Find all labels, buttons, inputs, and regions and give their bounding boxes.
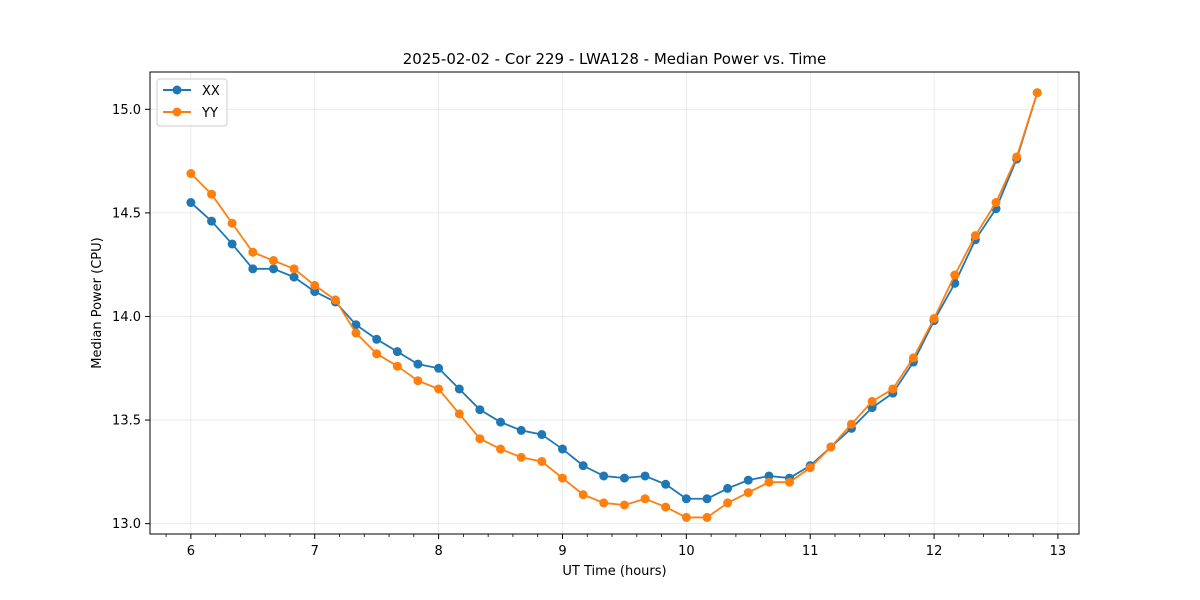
legend-label-yy: YY xyxy=(201,106,218,121)
data-point-yy xyxy=(268,256,278,266)
data-point-yy xyxy=(826,442,836,452)
data-point-xx xyxy=(310,287,320,297)
x-axis-label: UT Time (hours) xyxy=(562,564,666,579)
data-point-yy xyxy=(619,500,629,510)
data-point-yy xyxy=(723,498,733,508)
x-tick-label: 10 xyxy=(678,544,695,559)
legend-marker-yy xyxy=(172,107,182,117)
data-point-yy xyxy=(248,247,258,257)
x-tick-label: 7 xyxy=(311,544,319,559)
data-point-yy xyxy=(475,434,485,444)
x-tick-label: 6 xyxy=(187,544,195,559)
data-point-xx xyxy=(599,471,609,481)
data-point-yy xyxy=(537,456,547,466)
data-point-xx xyxy=(702,494,712,504)
data-point-yy xyxy=(310,280,320,290)
data-point-xx xyxy=(681,494,691,504)
chart-title: 2025-02-02 - Cor 229 - LWA128 - Median P… xyxy=(403,50,827,68)
data-point-yy xyxy=(227,218,237,228)
x-tick-label: 9 xyxy=(558,544,566,559)
data-point-yy xyxy=(867,396,877,406)
data-point-yy xyxy=(351,328,361,338)
y-tick-label: 14.5 xyxy=(112,206,141,221)
data-point-xx xyxy=(372,334,382,344)
data-point-xx xyxy=(516,425,526,435)
data-point-yy xyxy=(413,376,423,386)
x-tick-label: 11 xyxy=(802,544,819,559)
data-point-yy xyxy=(434,384,444,394)
data-point-yy xyxy=(599,498,609,508)
data-point-xx xyxy=(537,430,547,440)
axis-ticks: 6 7 8 9 10 11 12 13 13.0 13.5 14.0 14.5 15.0 xyxy=(112,103,1066,559)
data-point-yy xyxy=(578,490,588,500)
data-point-yy xyxy=(908,353,918,363)
data-point-yy xyxy=(289,264,299,274)
data-point-yy xyxy=(702,512,712,522)
data-point-xx xyxy=(454,384,464,394)
data-point-xx xyxy=(392,347,402,357)
y-axis-label: Median Power (CPU) xyxy=(90,237,105,368)
data-point-xx xyxy=(434,363,444,373)
y-tick-label: 15.0 xyxy=(112,103,141,118)
plot-series xyxy=(186,88,1042,522)
data-point-yy xyxy=(330,295,340,305)
data-point-yy xyxy=(681,512,691,522)
data-point-xx xyxy=(619,473,629,483)
legend-label-xx: XX xyxy=(202,84,220,99)
data-point-yy xyxy=(372,349,382,359)
data-point-yy xyxy=(950,270,960,280)
data-point-yy xyxy=(846,419,856,429)
grid xyxy=(150,72,1079,534)
y-tick-label: 14.0 xyxy=(112,310,141,325)
data-point-yy xyxy=(888,384,898,394)
data-point-xx xyxy=(578,461,588,471)
x-tick-label: 12 xyxy=(926,544,943,559)
data-point-xx xyxy=(640,471,650,481)
data-point-yy xyxy=(743,488,753,498)
legend: XX YY xyxy=(156,78,228,127)
data-point-yy xyxy=(186,169,196,179)
data-point-yy xyxy=(207,189,217,199)
data-point-xx xyxy=(289,272,299,282)
legend-marker-xx xyxy=(172,85,182,95)
data-point-yy xyxy=(392,361,402,371)
data-point-xx xyxy=(867,403,877,413)
data-point-yy xyxy=(516,452,526,462)
data-point-xx xyxy=(743,475,753,485)
data-point-yy xyxy=(764,477,774,487)
data-point-yy xyxy=(1012,152,1022,162)
data-point-xx xyxy=(475,405,485,415)
data-point-xx xyxy=(557,444,567,454)
data-point-yy xyxy=(661,502,671,512)
data-point-yy xyxy=(970,231,980,241)
data-point-xx xyxy=(186,198,196,208)
data-point-xx xyxy=(351,320,361,330)
data-point-yy xyxy=(785,477,795,487)
data-point-xx xyxy=(248,264,258,274)
data-point-xx xyxy=(661,479,671,489)
x-tick-label: 13 xyxy=(1050,544,1067,559)
data-point-xx xyxy=(723,483,733,493)
data-point-yy xyxy=(454,409,464,419)
data-point-xx xyxy=(496,417,506,427)
data-point-xx xyxy=(268,264,278,274)
y-tick-label: 13.5 xyxy=(112,414,141,429)
data-point-xx xyxy=(764,471,774,481)
plot-frame xyxy=(149,71,1080,535)
data-point-yy xyxy=(557,473,567,483)
data-point-xx xyxy=(413,359,423,369)
data-point-yy xyxy=(805,463,815,473)
data-point-yy xyxy=(929,314,939,324)
data-point-yy xyxy=(496,444,506,454)
y-tick-label: 13.0 xyxy=(112,517,141,532)
data-point-yy xyxy=(640,494,650,504)
data-point-yy xyxy=(991,198,1001,208)
data-point-yy xyxy=(1032,88,1042,98)
data-point-xx xyxy=(227,239,237,249)
data-point-xx xyxy=(207,216,217,226)
x-tick-label: 8 xyxy=(434,544,442,559)
